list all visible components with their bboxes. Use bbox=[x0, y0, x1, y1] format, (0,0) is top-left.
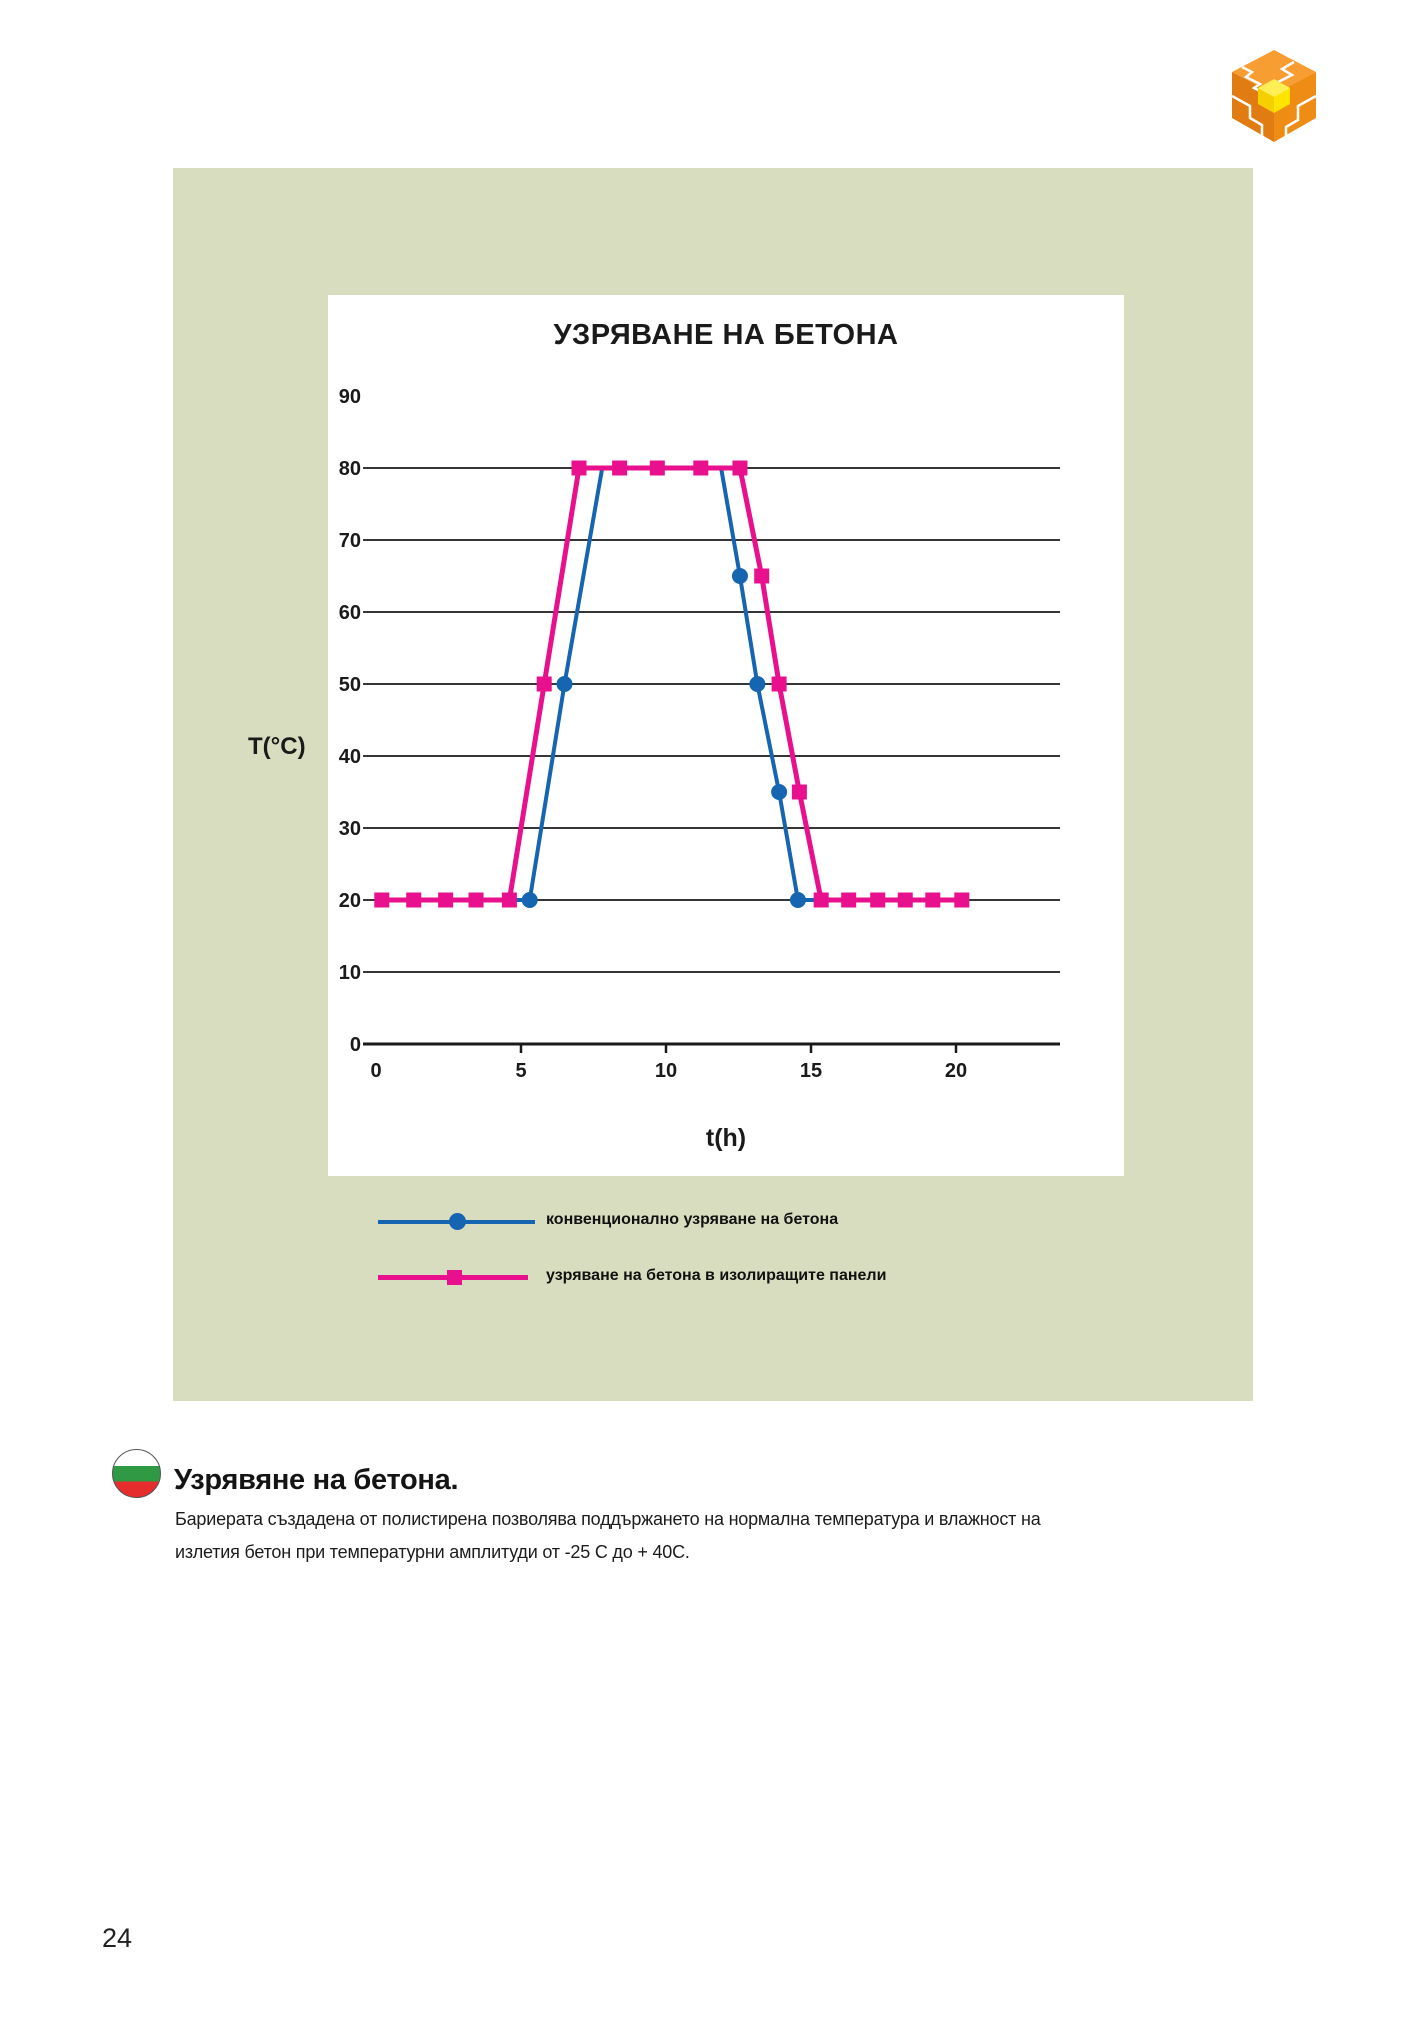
x-axis-label: t(h) bbox=[705, 1124, 747, 1152]
page-number: 24 bbox=[102, 1923, 133, 1953]
svg-text:20: 20 bbox=[945, 1060, 967, 1082]
chart-card: 0 10 20 30 40 50 60 70 80 90 0 5 10 15 20 УЗРЯВАНЕ НА … bbox=[328, 295, 1124, 1176]
svg-text:70: 70 bbox=[339, 530, 361, 552]
svg-text:60: 60 bbox=[339, 602, 361, 624]
svg-text:40: 40 bbox=[339, 746, 361, 768]
svg-text:15: 15 bbox=[800, 1060, 822, 1082]
bulgaria-flag-icon bbox=[112, 1449, 161, 1498]
svg-text:0: 0 bbox=[370, 1060, 381, 1082]
chart-title: УЗРЯВАНЕ НА БЕТОНА bbox=[553, 319, 899, 351]
svg-text:10: 10 bbox=[339, 962, 361, 984]
svg-text:80: 80 bbox=[339, 458, 361, 480]
legend-item-conventional: конвенционално узряване на бетона bbox=[378, 1211, 998, 1233]
svg-text:0: 0 bbox=[350, 1034, 361, 1056]
svg-text:50: 50 bbox=[339, 674, 361, 696]
svg-text:5: 5 bbox=[515, 1060, 526, 1082]
section-body-line: излетия бетон при температурни амплитуди… bbox=[175, 1542, 690, 1562]
svg-text:90: 90 bbox=[339, 386, 361, 408]
legend-item-insulated: узряване на бетона в изолиращите панели bbox=[378, 1267, 998, 1289]
y-axis-label: T(°C) bbox=[248, 733, 306, 760]
legend-label-insulated: узряване на бетона в изолиращите панели bbox=[546, 1267, 887, 1284]
section-heading: Узрявяне на бетона. bbox=[174, 1464, 459, 1496]
legend-label-conventional: конвенционално узряване на бетона bbox=[546, 1211, 839, 1228]
line-chart: 0 10 20 30 40 50 60 70 80 90 0 5 10 15 20 bbox=[339, 386, 1060, 1082]
section-body: Бариерата създадена от полистирена позво… bbox=[175, 1503, 1185, 1569]
circle-marker-icon bbox=[449, 1213, 466, 1230]
square-marker-icon bbox=[447, 1270, 462, 1285]
svg-text:30: 30 bbox=[339, 818, 361, 840]
svg-text:20: 20 bbox=[339, 890, 361, 912]
section-body-line: Бариерата създадена от полистирена позво… bbox=[175, 1509, 1041, 1529]
puzzle-cube-logo-icon bbox=[1231, 50, 1317, 142]
svg-text:10: 10 bbox=[655, 1060, 677, 1082]
